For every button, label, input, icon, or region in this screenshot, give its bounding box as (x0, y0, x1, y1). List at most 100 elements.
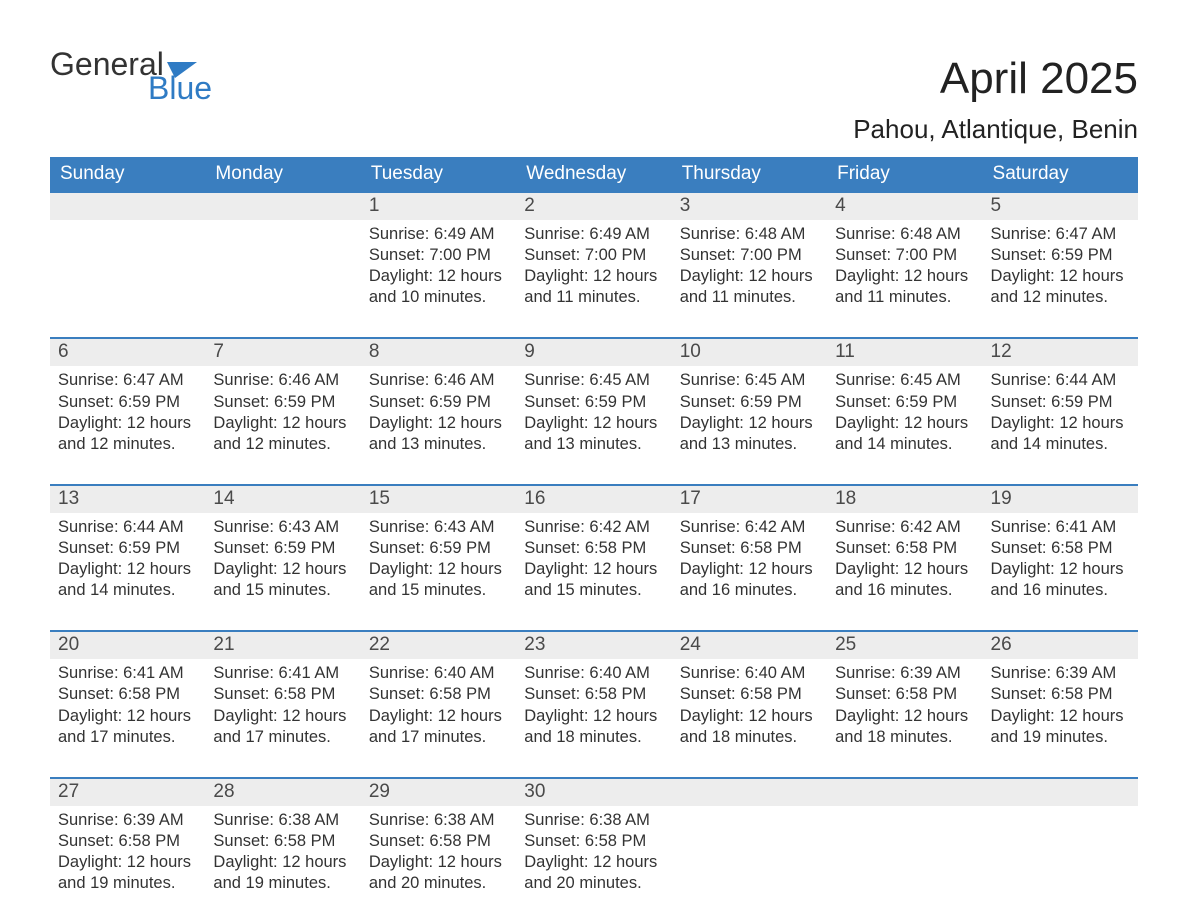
daylight-label: Daylight: (58, 853, 127, 871)
sunrise-line: Sunrise: 6:43 AM (369, 517, 508, 538)
day-number: 14 (205, 486, 360, 513)
day-cell: 5Sunrise: 6:47 AMSunset: 6:59 PMDaylight… (983, 192, 1138, 314)
weekday-header: Friday (827, 157, 982, 192)
daylight-line: Daylight: 12 hours and 15 minutes. (524, 559, 663, 601)
sunrise-value: 6:41 AM (279, 664, 340, 682)
sunrise-label: Sunrise: (835, 518, 900, 536)
day-cell: 11Sunrise: 6:45 AMSunset: 6:59 PMDayligh… (827, 338, 982, 460)
daylight-line: Daylight: 12 hours and 11 minutes. (680, 266, 819, 308)
sunrise-value: 6:45 AM (900, 371, 961, 389)
calendar-page: General Blue April 2025 Pahou, Atlantiqu… (0, 0, 1188, 900)
sunrise-label: Sunrise: (213, 518, 278, 536)
sunrise-label: Sunrise: (369, 518, 434, 536)
sunrise-line: Sunrise: 6:44 AM (991, 370, 1130, 391)
daylight-line: Daylight: 12 hours and 18 minutes. (835, 706, 974, 748)
sunset-label: Sunset: (680, 393, 741, 411)
sunrise-label: Sunrise: (369, 811, 434, 829)
day-cell: 2Sunrise: 6:49 AMSunset: 7:00 PMDaylight… (516, 192, 671, 314)
day-cell: 29Sunrise: 6:38 AMSunset: 6:58 PMDayligh… (361, 778, 516, 900)
day-number: 28 (205, 779, 360, 806)
day-body: Sunrise: 6:48 AMSunset: 7:00 PMDaylight:… (672, 220, 827, 314)
daylight-label: Daylight: (835, 414, 904, 432)
sunset-line: Sunset: 6:58 PM (680, 684, 819, 705)
sunset-line: Sunset: 7:00 PM (524, 245, 663, 266)
day-cell: 23Sunrise: 6:40 AMSunset: 6:58 PMDayligh… (516, 631, 671, 753)
weekday-header: Sunday (50, 157, 205, 192)
sunrise-value: 6:38 AM (434, 811, 495, 829)
day-cell-empty (672, 778, 827, 900)
sunset-line: Sunset: 6:58 PM (991, 684, 1130, 705)
day-number: 22 (361, 632, 516, 659)
sunset-label: Sunset: (524, 393, 585, 411)
day-cell: 6Sunrise: 6:47 AMSunset: 6:59 PMDaylight… (50, 338, 205, 460)
day-body: Sunrise: 6:47 AMSunset: 6:59 PMDaylight:… (983, 220, 1138, 314)
weekday-header: Monday (205, 157, 360, 192)
day-cell: 24Sunrise: 6:40 AMSunset: 6:58 PMDayligh… (672, 631, 827, 753)
day-cell: 8Sunrise: 6:46 AMSunset: 6:59 PMDaylight… (361, 338, 516, 460)
sunset-label: Sunset: (213, 832, 274, 850)
daylight-label: Daylight: (991, 414, 1060, 432)
day-body: Sunrise: 6:44 AMSunset: 6:59 PMDaylight:… (50, 513, 205, 607)
day-number: 5 (983, 193, 1138, 220)
daylight-label: Daylight: (991, 560, 1060, 578)
sunset-label: Sunset: (369, 393, 430, 411)
day-body: Sunrise: 6:48 AMSunset: 7:00 PMDaylight:… (827, 220, 982, 314)
sunset-value: 6:58 PM (429, 685, 490, 703)
daylight-line: Daylight: 12 hours and 15 minutes. (369, 559, 508, 601)
daylight-line: Daylight: 12 hours and 13 minutes. (680, 413, 819, 455)
day-number: 1 (361, 193, 516, 220)
day-number: 13 (50, 486, 205, 513)
sunrise-line: Sunrise: 6:40 AM (369, 663, 508, 684)
daylight-label: Daylight: (369, 267, 438, 285)
sunset-value: 6:59 PM (585, 393, 646, 411)
sunset-line: Sunset: 6:58 PM (58, 684, 197, 705)
day-cell-empty (983, 778, 1138, 900)
sunrise-label: Sunrise: (991, 225, 1056, 243)
sunrise-value: 6:42 AM (745, 518, 806, 536)
daylight-label: Daylight: (835, 560, 904, 578)
sunset-line: Sunset: 6:58 PM (524, 538, 663, 559)
day-number: 2 (516, 193, 671, 220)
sunrise-value: 6:47 AM (1056, 225, 1117, 243)
logo-word2: Blue (148, 72, 212, 104)
day-body: Sunrise: 6:41 AMSunset: 6:58 PMDaylight:… (50, 659, 205, 753)
sunrise-value: 6:45 AM (745, 371, 806, 389)
day-number: 10 (672, 339, 827, 366)
day-body: Sunrise: 6:43 AMSunset: 6:59 PMDaylight:… (205, 513, 360, 607)
sunset-line: Sunset: 6:59 PM (58, 392, 197, 413)
daylight-line: Daylight: 12 hours and 11 minutes. (835, 266, 974, 308)
daylight-label: Daylight: (369, 707, 438, 725)
daylight-label: Daylight: (369, 853, 438, 871)
sunset-line: Sunset: 6:58 PM (524, 831, 663, 852)
day-number: 23 (516, 632, 671, 659)
sunset-value: 6:58 PM (896, 539, 957, 557)
day-cell: 15Sunrise: 6:43 AMSunset: 6:59 PMDayligh… (361, 485, 516, 607)
sunrise-label: Sunrise: (524, 518, 589, 536)
sunrise-line: Sunrise: 6:45 AM (680, 370, 819, 391)
daylight-label: Daylight: (835, 707, 904, 725)
day-cell: 16Sunrise: 6:42 AMSunset: 6:58 PMDayligh… (516, 485, 671, 607)
day-number: 20 (50, 632, 205, 659)
day-cell: 1Sunrise: 6:49 AMSunset: 7:00 PMDaylight… (361, 192, 516, 314)
sunrise-value: 6:40 AM (434, 664, 495, 682)
sunset-line: Sunset: 6:59 PM (213, 538, 352, 559)
day-body: Sunrise: 6:43 AMSunset: 6:59 PMDaylight:… (361, 513, 516, 607)
daylight-line: Daylight: 12 hours and 18 minutes. (680, 706, 819, 748)
sunrise-value: 6:40 AM (589, 664, 650, 682)
sunset-line: Sunset: 6:59 PM (991, 392, 1130, 413)
sunrise-line: Sunrise: 6:48 AM (835, 224, 974, 245)
sunrise-label: Sunrise: (524, 811, 589, 829)
sunrise-line: Sunrise: 6:41 AM (991, 517, 1130, 538)
sunrise-line: Sunrise: 6:38 AM (213, 810, 352, 831)
daylight-label: Daylight: (213, 853, 282, 871)
sunset-value: 6:59 PM (740, 393, 801, 411)
day-number: 25 (827, 632, 982, 659)
day-body: Sunrise: 6:39 AMSunset: 6:58 PMDaylight:… (827, 659, 982, 753)
sunrise-value: 6:43 AM (434, 518, 495, 536)
sunset-label: Sunset: (524, 539, 585, 557)
sunset-value: 7:00 PM (896, 246, 957, 264)
day-number (50, 193, 205, 220)
sunrise-label: Sunrise: (524, 371, 589, 389)
day-cell: 18Sunrise: 6:42 AMSunset: 6:58 PMDayligh… (827, 485, 982, 607)
day-number: 18 (827, 486, 982, 513)
